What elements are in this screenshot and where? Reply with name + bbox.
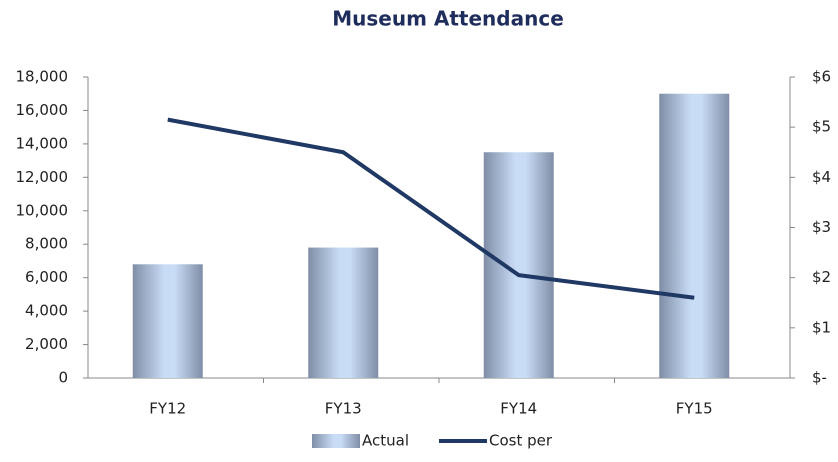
y2-tick-label: $5 (812, 118, 831, 136)
legend-swatch (312, 434, 360, 448)
y2-tick-label: $3 (812, 218, 831, 236)
line (167, 117, 695, 300)
bar (659, 93, 730, 378)
y-tick-label: 12,000 (16, 168, 69, 186)
y-tick-label: 14,000 (16, 134, 69, 152)
y2-tick-label: $6 (812, 68, 831, 86)
y-tick-label: 8,000 (25, 235, 68, 253)
y-tick-label: 4,000 (25, 302, 68, 320)
y-tick-label: 6,000 (25, 268, 68, 286)
x-tick-label: FY13 (325, 400, 362, 418)
chart-title: Museum Attendance (332, 7, 564, 31)
legend-label: Actual (362, 432, 409, 450)
y-tick-label: 18,000 (16, 68, 69, 86)
y2-tick-label: $4 (812, 168, 831, 186)
y2-tick-label: $1 (812, 318, 831, 336)
y-tick-label: 10,000 (16, 201, 69, 219)
legend-label: Cost per (489, 432, 553, 450)
x-tick-label: FY12 (149, 400, 186, 418)
y-tick-label: 2,000 (25, 335, 68, 353)
bar (132, 264, 203, 378)
y-tick-label: 0 (58, 369, 68, 387)
x-tick-label: FY14 (500, 400, 537, 418)
bar (483, 152, 554, 378)
y-tick-label: 16,000 (16, 101, 69, 119)
x-tick-label: FY15 (676, 400, 713, 418)
bar (308, 247, 379, 378)
y2-tick-label: $- (812, 369, 827, 387)
y2-tick-label: $2 (812, 268, 831, 286)
